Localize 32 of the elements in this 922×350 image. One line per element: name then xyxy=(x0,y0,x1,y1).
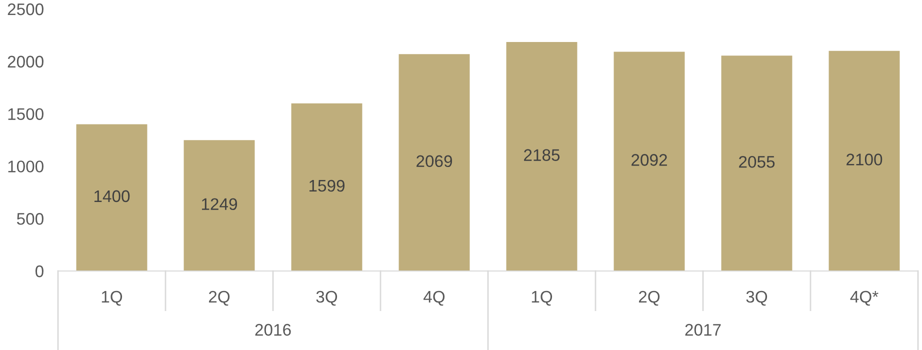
bar xyxy=(184,140,255,271)
x-tick-label: 1Q xyxy=(532,290,552,306)
bar xyxy=(291,103,362,271)
y-tick-label: 500 xyxy=(16,213,44,225)
y-tick-label: 2000 xyxy=(8,56,44,68)
y-tick-label: 1500 xyxy=(8,108,44,120)
bar xyxy=(506,42,578,271)
data-label: 2069 xyxy=(416,155,452,168)
data-label: 2100 xyxy=(846,154,882,166)
text: 2016 xyxy=(255,324,291,336)
y-tick-label: 1000 xyxy=(8,160,44,172)
bar xyxy=(721,56,792,271)
text: 2017 xyxy=(685,324,721,336)
x-tick-label: 2Q xyxy=(638,290,660,306)
data-label: 2055 xyxy=(739,156,775,168)
data-label: 1249 xyxy=(202,198,237,210)
x-tick-label: 2Q xyxy=(208,290,230,306)
bar xyxy=(398,54,470,271)
x-tick-label: 4Q xyxy=(424,290,445,306)
x-tick-label: 4Q* xyxy=(850,290,878,306)
y-tick-label: 2500 xyxy=(8,3,44,16)
x-tick-label: 1Q xyxy=(102,290,122,306)
data-label: 1599 xyxy=(309,180,344,192)
bar xyxy=(76,124,148,271)
data-label: 1400 xyxy=(94,190,130,202)
data-label: 2185 xyxy=(524,149,560,161)
bar xyxy=(828,50,900,271)
y-tick-label: 0 xyxy=(35,265,44,278)
x-tick-label: 3Q xyxy=(316,290,338,306)
data-label: 2092 xyxy=(632,154,667,166)
x-tick-label: 3Q xyxy=(746,290,768,306)
bar xyxy=(614,52,685,271)
